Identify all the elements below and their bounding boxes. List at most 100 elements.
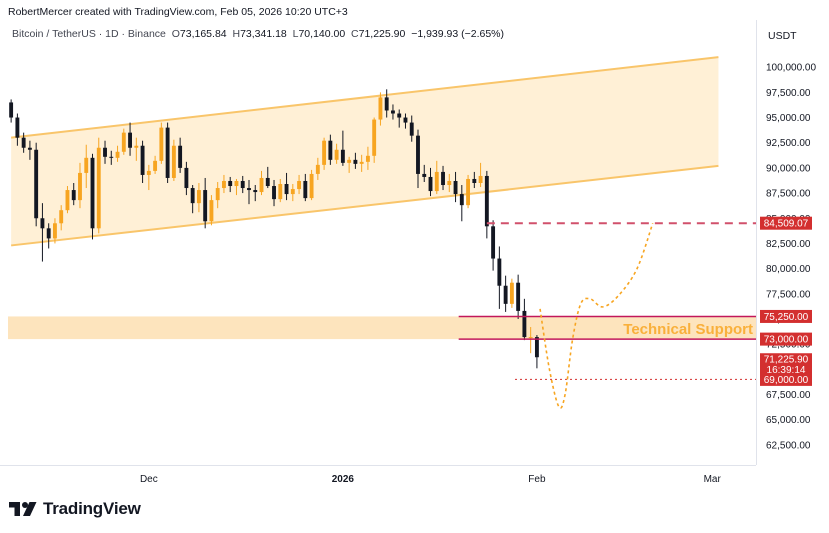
- candle-body: [303, 180, 308, 199]
- x-tick-label: 2026: [332, 474, 355, 485]
- candle-body: [334, 149, 339, 160]
- candle-body: [378, 97, 383, 120]
- candle-body: [466, 178, 471, 206]
- candle-body: [171, 145, 176, 178]
- candle-body: [397, 113, 402, 118]
- candle-body: [203, 190, 208, 222]
- candle-body: [284, 184, 289, 195]
- candle-body: [309, 173, 314, 199]
- resistance-price-label-box: [760, 216, 812, 230]
- candle-body: [234, 180, 239, 187]
- low-label: L: [292, 28, 299, 40]
- candle-body: [422, 173, 427, 177]
- candle-body: [503, 285, 508, 304]
- candle-body: [184, 167, 189, 189]
- candle-body: [428, 176, 433, 192]
- candle-body: [447, 180, 452, 186]
- candle-body: [121, 132, 126, 152]
- candle-body: [259, 177, 264, 193]
- candle-body: [340, 149, 345, 163]
- candle-body: [53, 223, 57, 239]
- y-tick-label: 100,000.00: [766, 63, 816, 74]
- candle-body: [9, 102, 14, 118]
- tradingview-logo-icon: [9, 502, 37, 516]
- channel-lower-line: [11, 164, 719, 247]
- candle-body: [353, 159, 358, 164]
- candle-body: [315, 164, 320, 174]
- channel-upper-line: [11, 56, 719, 139]
- x-tick-label: Feb: [528, 474, 546, 485]
- y-tick-label: 87,500.00: [766, 189, 811, 200]
- candle-body: [434, 171, 439, 192]
- candle-body: [215, 188, 220, 201]
- currency-label: USDT: [768, 30, 797, 42]
- candle-body: [290, 189, 295, 195]
- candle-body: [34, 149, 39, 219]
- y-tick-label: 65,000.00: [766, 415, 811, 426]
- candle-body: [359, 161, 364, 164]
- candle-body: [90, 157, 95, 229]
- candle-body: [196, 190, 201, 204]
- candle-body: [347, 159, 352, 163]
- candle-body: [153, 160, 158, 171]
- candle-body: [46, 228, 51, 239]
- candle-body: [453, 180, 458, 195]
- symbol-name: Bitcoin / TetherUS · 1D · Binance: [12, 28, 166, 40]
- candle-body: [528, 337, 533, 339]
- y-tick-label: 92,500.00: [766, 138, 811, 149]
- candle-body: [372, 119, 377, 156]
- x-tick-label: Dec: [140, 474, 158, 485]
- chart-credit: RobertMercer created with TradingView.co…: [8, 6, 348, 18]
- candle-body: [441, 171, 445, 186]
- candle-body: [365, 155, 370, 162]
- candle-body: [491, 226, 496, 259]
- y-tick-label: 90,000.00: [766, 163, 811, 174]
- brand-footer[interactable]: TradingView: [8, 499, 141, 519]
- candle-body: [78, 172, 82, 201]
- candle-body: [96, 147, 101, 229]
- y-tick-label: 97,500.00: [766, 88, 811, 99]
- close-value: 71,225.90: [358, 28, 406, 40]
- resistance-price-label: 84,509.07: [764, 219, 809, 230]
- y-tick-label: 62,500.00: [766, 440, 811, 451]
- candle-body: [328, 140, 333, 160]
- candle-body: [484, 175, 489, 227]
- candle-body: [65, 190, 70, 211]
- candle-body: [265, 177, 270, 187]
- candle-body: [534, 337, 539, 358]
- y-tick-label: 80,000.00: [766, 264, 811, 275]
- open-value: 73,165.84: [179, 28, 227, 40]
- brand-name: TradingView: [43, 499, 141, 518]
- symbol-legend: Bitcoin / TetherUS · 1D · Binance O73,16…: [12, 28, 504, 40]
- candle-body: [178, 145, 183, 168]
- candle-body: [40, 218, 45, 229]
- candle-body: [240, 180, 245, 189]
- y-tick-label: 67,500.00: [766, 390, 811, 401]
- candle-body: [228, 180, 233, 187]
- candle-body: [159, 127, 164, 161]
- channel-fill: [11, 57, 719, 246]
- candle-body: [472, 178, 477, 183]
- y-tick-label: 77,500.00: [766, 289, 811, 300]
- target-price-label-box: [760, 372, 812, 386]
- candle-body: [391, 110, 395, 114]
- candle-body: [409, 122, 414, 136]
- candle-body: [115, 151, 120, 158]
- candle-body: [497, 258, 502, 286]
- support-annotation: Technical Support: [623, 321, 753, 338]
- support-top-price-label-box: [760, 309, 812, 323]
- candle-body: [478, 175, 483, 183]
- support-top-price-label: 75,250.00: [764, 312, 809, 323]
- candle-body: [59, 210, 64, 224]
- target-price-label: 69,000.00: [764, 375, 809, 386]
- open-label: O: [171, 28, 180, 40]
- candle-body: [146, 170, 151, 175]
- candle-body: [384, 97, 389, 111]
- candle-body: [209, 200, 214, 222]
- candle-body: [522, 310, 527, 338]
- candle-body: [27, 147, 32, 150]
- high-label: H: [232, 28, 241, 40]
- candle-body: [21, 137, 26, 148]
- candle-body: [15, 117, 20, 138]
